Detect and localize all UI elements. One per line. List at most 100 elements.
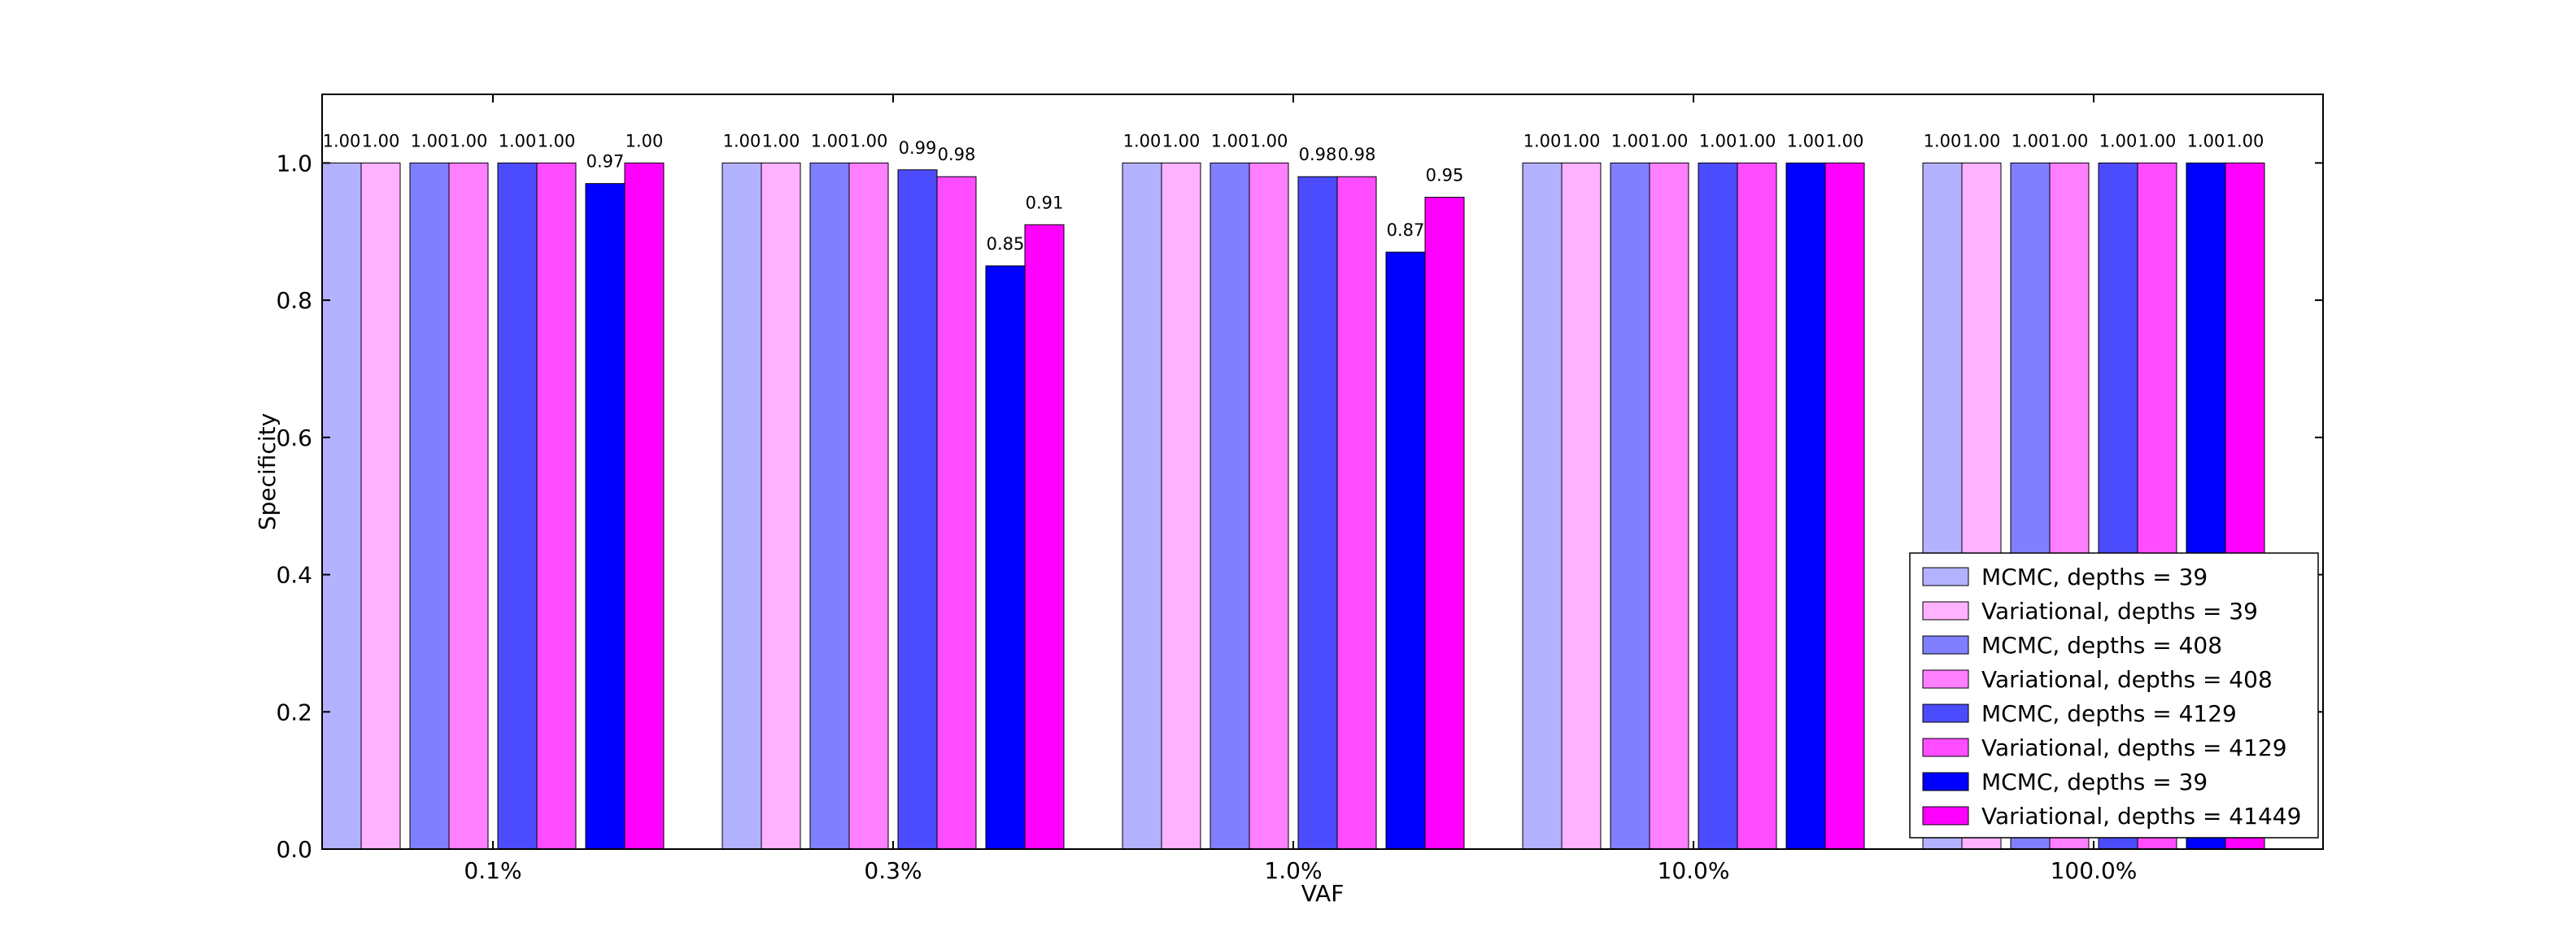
legend-swatch	[1922, 567, 1969, 586]
data-label: 0.98	[1338, 145, 1376, 164]
data-label: 0.98	[938, 145, 976, 164]
bar	[761, 162, 801, 850]
legend-label: MCMC, depths = 39	[1981, 564, 2208, 590]
x-tick-label: 1.0%	[1264, 857, 1322, 884]
legend-swatch	[1922, 806, 1969, 826]
data-label: 1.00	[1738, 131, 1776, 150]
bar	[936, 176, 977, 850]
data-label: 1.00	[2051, 131, 2089, 150]
bar	[1024, 224, 1065, 850]
bars-layer	[321, 162, 2265, 850]
legend-swatch	[1922, 669, 1969, 689]
bar	[409, 162, 450, 850]
bar	[1210, 162, 1250, 850]
data-label: 0.97	[586, 152, 625, 172]
data-label: 1.00	[850, 131, 888, 150]
legend-label: Variational, depths = 4129	[1981, 734, 2287, 761]
data-label: 1.00	[1650, 131, 1689, 150]
data-label: 1.00	[2099, 131, 2138, 150]
data-label: 0.87	[1387, 220, 1425, 240]
bar	[1737, 162, 1777, 850]
legend-swatch	[1922, 772, 1969, 791]
bar	[1824, 162, 1865, 850]
bar	[1561, 162, 1602, 850]
data-label: 1.00	[2138, 131, 2177, 150]
bar	[1161, 162, 1201, 850]
data-label: 1.00	[2187, 131, 2225, 150]
bar	[497, 162, 538, 850]
y-axis: 0.0 0.2 0.4 0.6 0.8 1.0	[276, 150, 2323, 863]
legend-swatch	[1922, 738, 1969, 757]
x-tick-label: 100.0%	[2051, 857, 2138, 884]
x-axis: 0.1% 0.3% 1.0% 10.0% 100.0%	[464, 94, 2137, 884]
data-label: 1.00	[1523, 131, 1562, 150]
bar	[536, 162, 577, 850]
legend-label: MCMC, depths = 408	[1981, 632, 2222, 659]
legend-label: Variational, depths = 408	[1981, 666, 2273, 693]
legend-label: MCMC, depths = 4129	[1981, 700, 2237, 727]
bar	[985, 265, 1026, 850]
bar	[448, 162, 489, 850]
data-label: 1.00	[362, 131, 400, 150]
bar	[897, 169, 938, 850]
data-label: 1.00	[1250, 131, 1288, 150]
bar	[1424, 197, 1465, 850]
data-label: 1.00	[1963, 131, 2001, 150]
y-tick-label: 0.2	[276, 699, 312, 725]
data-label: 0.95	[1426, 166, 1464, 185]
y-tick-label: 1.0	[276, 150, 312, 176]
bar	[721, 162, 762, 850]
y-tick-label: 0.4	[276, 562, 312, 589]
legend-label: Variational, depths = 39	[1981, 598, 2258, 625]
bar	[1522, 162, 1563, 850]
plot-frame	[321, 94, 2324, 850]
bar	[1385, 251, 1426, 850]
data-label: 1.00	[411, 131, 449, 150]
x-tick-label: 0.1%	[464, 857, 521, 884]
data-label: 1.00	[723, 131, 761, 150]
bar	[1610, 162, 1650, 850]
bar	[321, 162, 362, 850]
data-label: 1.00	[762, 131, 800, 150]
data-label: 1.00	[450, 131, 488, 150]
bar	[1785, 162, 1826, 850]
data-label: 1.00	[1924, 131, 1962, 150]
data-label: 1.00	[1123, 131, 1162, 150]
y-tick-label: 0.6	[276, 425, 312, 451]
data-label: 1.00	[1699, 131, 1737, 150]
x-tick-label: 10.0%	[1658, 857, 1730, 884]
legend-swatch	[1922, 704, 1969, 723]
bar	[624, 162, 665, 850]
bar	[1297, 176, 1338, 850]
data-label: 1.00	[811, 131, 849, 150]
data-label: 1.00	[1162, 131, 1201, 150]
x-axis-title: VAF	[1301, 880, 1345, 907]
data-label: 0.98	[1299, 145, 1337, 164]
legend-swatch	[1922, 601, 1969, 621]
legend-frame	[1909, 552, 2319, 839]
bar	[1336, 176, 1377, 850]
bar	[848, 162, 889, 850]
data-label: 0.85	[987, 234, 1025, 254]
legend: MCMC, depths = 39 Variational, depths = 3…	[1909, 552, 2319, 839]
data-label: 1.00	[625, 131, 664, 150]
bar	[1249, 162, 1289, 850]
legend-swatch	[1922, 635, 1969, 655]
data-labels-layer: 1.00 1.00 1.00 1.00 1.001.00 1.00 1.00 1.00 1.00…	[323, 131, 2264, 254]
y-tick-label: 0.0	[276, 836, 312, 863]
bar	[809, 162, 850, 850]
bar	[1649, 162, 1689, 850]
bar	[1698, 162, 1738, 850]
data-label: 1.00	[538, 131, 576, 150]
data-label: 1.00	[1211, 131, 1249, 150]
data-label: 1.00	[1611, 131, 1650, 150]
legend-label: Variational, depths = 41449	[1981, 803, 2301, 830]
data-label: 1.00	[2226, 131, 2264, 150]
bar	[360, 162, 401, 850]
data-label: 1.00	[2012, 131, 2050, 150]
data-label: 1.00	[1787, 131, 1825, 150]
y-axis-title: Specificity	[254, 413, 281, 530]
data-label: 0.91	[1026, 193, 1064, 212]
data-label: 1.00	[1563, 131, 1601, 150]
